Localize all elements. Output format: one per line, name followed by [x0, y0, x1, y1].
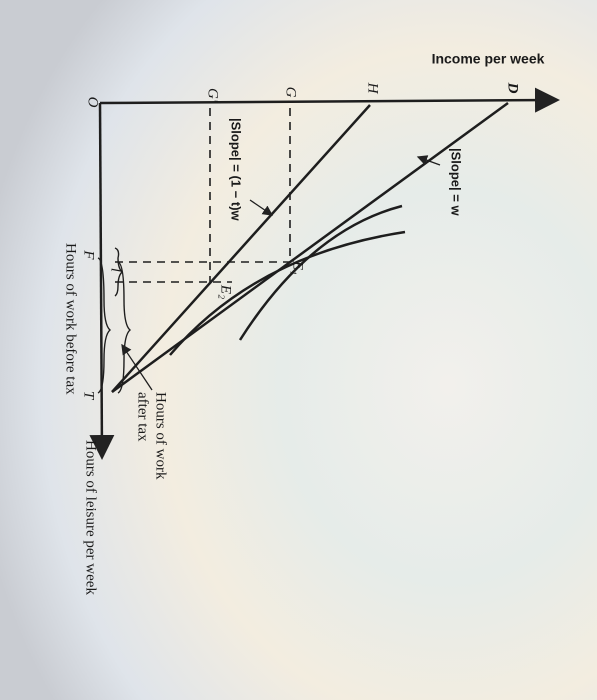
point-e1: E₁ — [290, 260, 306, 275]
pointer-slope-w — [416, 155, 441, 166]
work-after-line1: Hours of work — [153, 392, 169, 480]
point-g-prime: G' — [205, 88, 221, 103]
point-t: T — [81, 391, 97, 401]
point-g: G — [283, 87, 299, 98]
pointer-work-after — [121, 343, 153, 391]
leisure-axis — [89, 102, 115, 460]
point-d: D — [505, 82, 521, 94]
slope-w: |Slope| = w — [449, 148, 464, 216]
point-e2: E₂ — [218, 284, 234, 299]
budget-line-before-tax — [111, 101, 509, 394]
bracket-after — [117, 261, 132, 394]
point-h: H — [365, 82, 381, 95]
point-o: O — [85, 97, 101, 108]
label-l: l — [108, 268, 124, 272]
work-before-label: Hours of work before tax — [63, 243, 79, 395]
work-after-line2: after tax — [135, 392, 151, 442]
bracket-before — [97, 257, 112, 394]
budget-line-after-tax — [111, 104, 371, 393]
income-axis — [99, 87, 560, 113]
drawing — [89, 87, 560, 460]
income-axis-label: Income per week — [432, 51, 545, 67]
indifference-curve-2 — [169, 230, 406, 356]
point-f: F — [81, 249, 97, 260]
leisure-axis-label: Hours of leisure per week — [83, 440, 99, 595]
indifference-curve-1 — [238, 204, 403, 341]
slope-tw: |Slope| = (1 − t)w — [229, 118, 244, 222]
pointer-slope-tw — [249, 199, 274, 216]
